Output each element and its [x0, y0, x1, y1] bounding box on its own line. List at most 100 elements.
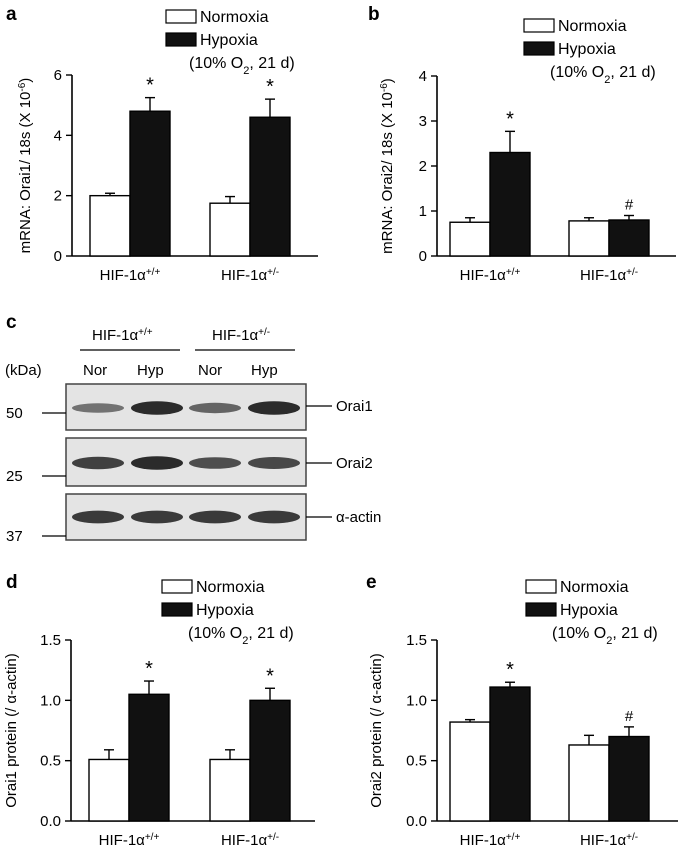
- y-axis-title: Orai2 protein (/ α-actin): [368, 653, 385, 808]
- legend-label-normoxia: Normoxia: [196, 579, 265, 596]
- significance-marker: *: [506, 108, 514, 130]
- y-tick-label: 2: [419, 158, 427, 175]
- blot-band: [131, 401, 183, 415]
- blot-band: [72, 456, 124, 470]
- legend-condition: (10% O2, 21 d): [188, 625, 294, 647]
- significance-marker: *: [266, 665, 274, 687]
- panel-d: d Normoxia Hypoxia (10% O2, 21 d) 0.0 0.5…: [3, 572, 315, 848]
- y-tick-label: 0: [419, 248, 427, 265]
- blot-band: [248, 510, 300, 524]
- y-tick-label: 1: [419, 203, 427, 220]
- blot-group-het: HIF-1α+/-: [212, 327, 270, 345]
- blot-group-wt: HIF-1α+/+: [92, 327, 153, 345]
- y-tick-label: 0.5: [40, 753, 61, 770]
- bar-hypoxia: [249, 116, 291, 257]
- x-category-label: HIF-1α+/-: [580, 832, 638, 848]
- panel-label-a: a: [6, 4, 17, 25]
- blot-bands-orai1: [72, 401, 300, 415]
- y-tick-label: 1.5: [40, 632, 61, 649]
- panel-e: e Normoxia Hypoxia (10% O2, 21 d) 0.0 0.5…: [366, 572, 678, 848]
- blot-band: [248, 401, 300, 415]
- y-tick-label: 1.0: [406, 692, 427, 709]
- blot-band-label: α-actin: [336, 509, 381, 526]
- legend-swatch-normoxia: [165, 9, 197, 24]
- blot-lane-label: Nor: [198, 362, 222, 379]
- blot-marker-label: 25: [6, 468, 23, 485]
- legend-swatch-normoxia: [523, 18, 555, 33]
- blot-band: [189, 457, 241, 469]
- x-category-label: HIF-1α+/+: [100, 267, 161, 285]
- bar-normoxia: [568, 744, 610, 822]
- significance-marker: #: [625, 197, 634, 214]
- bar-normoxia: [88, 758, 130, 822]
- blot-band: [189, 402, 241, 414]
- legend-label-normoxia: Normoxia: [200, 9, 269, 26]
- legend-label-hypoxia: Hypoxia: [558, 41, 616, 58]
- legend-condition: (10% O2, 21 d): [189, 55, 295, 77]
- x-category-label: HIF-1α+/-: [221, 267, 279, 285]
- blot-bands-orai2: [72, 456, 300, 470]
- blot-band: [131, 456, 183, 470]
- legend-swatch-hypoxia: [523, 41, 555, 56]
- legend-condition: (10% O2, 21 d): [550, 64, 656, 86]
- y-tick-label: 0.5: [406, 753, 427, 770]
- blot-band-label: Orai2: [336, 455, 373, 472]
- panel-label-c: c: [6, 312, 17, 333]
- blot-band: [131, 510, 183, 524]
- bar-hypoxia: [129, 110, 171, 257]
- x-category-label: HIF-1α+/-: [221, 832, 279, 848]
- bar-normoxia: [568, 220, 610, 257]
- legend-label-normoxia: Normoxia: [558, 18, 627, 35]
- axes-a: 0 2 4 6 mRNA: Orai1/ 18s (X 10-6) HIF-1α+/+ HI…: [17, 67, 318, 285]
- bar-hypoxia: [489, 151, 531, 257]
- y-tick-label: 4: [419, 68, 427, 85]
- legend-label-hypoxia: Hypoxia: [196, 602, 254, 619]
- legend-condition: (10% O2, 21 d): [552, 625, 658, 647]
- y-axis-title: mRNA: Orai2/ 18s (X 10-6): [379, 78, 397, 254]
- panel-c-western-blot: c HIF-1α+/+ HIF-1α+/- (kDa) Nor Hyp Nor …: [5, 312, 381, 545]
- bar-normoxia: [209, 758, 251, 822]
- legend-label-normoxia: Normoxia: [560, 579, 629, 596]
- axes-d: 0.0 0.5 1.0 1.5 Orai1 protein (/ α-actin) HIF…: [3, 632, 315, 848]
- y-tick-label: 0.0: [40, 813, 61, 830]
- blot-bands-actin: [72, 510, 300, 524]
- x-category-label: HIF-1α+/+: [460, 832, 521, 848]
- x-category-label: HIF-1α+/+: [99, 832, 160, 848]
- bar-hypoxia: [608, 735, 650, 822]
- significance-marker: *: [145, 658, 153, 680]
- legend-swatch-normoxia: [161, 579, 193, 594]
- blot-band: [248, 457, 300, 469]
- axes-e: 0.0 0.5 1.0 1.5 Orai2 protein (/ α-actin) HIF…: [368, 632, 678, 848]
- significance-marker: *: [506, 659, 514, 681]
- y-tick-label: 0.0: [406, 813, 427, 830]
- y-axis-title: Orai1 protein (/ α-actin): [3, 653, 20, 808]
- panel-b: b Normoxia Hypoxia (10% O2, 21 d) 0 1 2 3 4 m…: [368, 4, 676, 284]
- bar-hypoxia: [128, 693, 170, 822]
- bar-hypoxia: [489, 686, 531, 822]
- legend-label-hypoxia: Hypoxia: [560, 602, 618, 619]
- axes-b: 0 1 2 3 4 mRNA: Orai2/ 18s (X 10-6) HIF-1α+/+ H…: [379, 68, 676, 285]
- significance-marker: *: [146, 75, 154, 97]
- y-tick-label: 3: [419, 113, 427, 130]
- blot-kda-label: (kDa): [5, 362, 42, 379]
- panel-label-e: e: [366, 572, 377, 593]
- blot-lane-label: Nor: [83, 362, 107, 379]
- y-tick-label: 1.5: [406, 632, 427, 649]
- bar-normoxia: [449, 221, 491, 257]
- legend-swatch-normoxia: [525, 579, 557, 594]
- blot-band: [189, 510, 241, 524]
- bar-hypoxia: [608, 219, 650, 257]
- y-tick-label: 4: [54, 127, 62, 144]
- bar-normoxia: [449, 721, 491, 822]
- legend-swatch-hypoxia: [161, 602, 193, 617]
- blot-lane-label: Hyp: [251, 362, 278, 379]
- x-category-label: HIF-1α+/+: [460, 267, 521, 285]
- significance-marker: #: [625, 708, 634, 725]
- x-category-label: HIF-1α+/-: [580, 267, 638, 285]
- panel-a: a Normoxia Hypoxia (10% O2, 21 d) 0 2 4 6 mR…: [6, 4, 318, 284]
- bar-normoxia: [209, 202, 251, 257]
- blot-marker-label: 50: [6, 405, 23, 422]
- bar-normoxia: [89, 194, 131, 257]
- blot-lane-label: Hyp: [137, 362, 164, 379]
- y-tick-label: 6: [54, 67, 62, 84]
